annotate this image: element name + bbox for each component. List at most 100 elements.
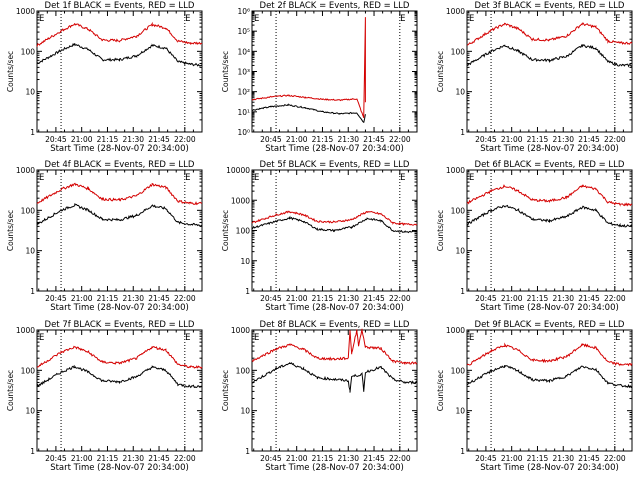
y-tick-label: 1000 — [446, 166, 465, 175]
panel-det-6: Det 6f BLACK = Events, RED = LLD 1 10 100 10… — [436, 160, 633, 313]
y-tick-label: 10 — [25, 88, 35, 97]
panel-title: Det 1f BLACK = Events, RED = LLD — [45, 1, 195, 11]
y-tick-label: 1000 — [16, 166, 35, 175]
x-tick-label: 20:45 — [475, 294, 497, 303]
series-red — [251, 17, 366, 119]
x-tick-label: 21:45 — [363, 135, 385, 144]
e-marker: E — [615, 173, 620, 183]
y-tick-label: 1000 — [231, 326, 250, 335]
plot-frame — [466, 329, 633, 452]
series-red — [251, 328, 418, 365]
x-tick-label: 21:30 — [552, 135, 574, 144]
x-tick-label: 21:30 — [122, 294, 144, 303]
e-marker: E — [254, 14, 259, 24]
y-tick-label: 100 — [451, 366, 466, 375]
e-marker: E — [615, 333, 620, 343]
panel-det-2: Det 2f BLACK = Events, RED = LLD 10⁰ 10¹ 10… — [221, 1, 418, 154]
series-red — [466, 184, 633, 207]
y-axis-label: Counts/sec — [221, 51, 230, 92]
panel-title: Det 9f BLACK = Events, RED = LLD — [475, 320, 625, 330]
y-axis-label: Counts/sec — [436, 370, 445, 411]
e-marker: E — [469, 173, 474, 183]
x-tick-label: 21:30 — [337, 135, 359, 144]
x-tick-label: 21:15 — [97, 135, 119, 144]
x-tick-label: 22:00 — [389, 135, 411, 144]
y-tick-label: 10² — [237, 88, 250, 97]
series-red — [36, 21, 203, 47]
y-tick-label: 100 — [21, 366, 36, 375]
x-tick-label: 21:15 — [312, 294, 334, 303]
x-tick-label: 21:00 — [286, 294, 308, 303]
y-tick-label: 100 — [451, 47, 466, 56]
y-axis-label: Counts/sec — [221, 370, 230, 411]
panel-det-7: Det 7f BLACK = Events, RED = LLD 1 10 100 10… — [6, 320, 203, 473]
y-tick-label: 10 — [455, 88, 465, 97]
e-marker: E — [254, 173, 259, 183]
series-black — [466, 43, 633, 68]
plot-frame — [36, 329, 203, 452]
x-tick-label: 20:45 — [475, 135, 497, 144]
y-tick-label: 10 — [455, 247, 465, 256]
y-axis-label: Counts/sec — [6, 51, 15, 92]
y-tick-label: 1000 — [231, 196, 250, 205]
x-tick-label: 21:15 — [97, 454, 119, 463]
x-axis-label: Start Time (28-Nov-07 20:34:00) — [265, 303, 404, 313]
y-axis-label: Counts/sec — [436, 51, 445, 92]
y-tick-label: 10 — [240, 257, 250, 266]
x-tick-label: 21:15 — [312, 454, 334, 463]
x-tick-label: 20:45 — [45, 294, 67, 303]
series-black — [466, 204, 633, 228]
x-tick-label: 22:00 — [174, 135, 196, 144]
x-axis-label: Start Time (28-Nov-07 20:34:00) — [480, 144, 619, 154]
panel-title: Det 8f BLACK = Events, RED = LLD — [260, 320, 410, 330]
panel-title: Det 6f BLACK = Events, RED = LLD — [475, 160, 625, 170]
panel-det-3: Det 3f BLACK = Events, RED = LLD 1 10 100 10… — [436, 1, 633, 154]
x-tick-label: 20:45 — [475, 454, 497, 463]
x-tick-label: 21:00 — [286, 454, 308, 463]
x-axis-label: Start Time (28-Nov-07 20:34:00) — [480, 303, 619, 313]
x-tick-label: 22:00 — [389, 294, 411, 303]
y-tick-label: 1 — [460, 447, 465, 456]
plot-frame — [466, 169, 633, 292]
x-axis-label: Start Time (28-Nov-07 20:34:00) — [265, 144, 404, 154]
y-axis-label: Counts/sec — [6, 370, 15, 411]
x-tick-label: 21:00 — [71, 135, 93, 144]
series-red — [251, 210, 418, 226]
e-marker: E — [39, 333, 44, 343]
y-tick-label: 1 — [30, 447, 35, 456]
x-tick-label: 21:30 — [552, 454, 574, 463]
x-tick-label: 21:15 — [527, 294, 549, 303]
y-tick-label: 1000 — [446, 7, 465, 16]
x-tick-label: 21:00 — [71, 294, 93, 303]
x-tick-label: 21:00 — [501, 135, 523, 144]
e-marker: E — [39, 14, 44, 24]
y-tick-label: 100 — [236, 366, 251, 375]
series-black — [36, 42, 203, 67]
y-tick-label: 10⁰ — [237, 128, 250, 137]
y-tick-label: 10 — [240, 407, 250, 416]
plot-frame — [466, 10, 633, 133]
x-tick-label: 21:00 — [286, 135, 308, 144]
x-tick-label: 21:45 — [363, 454, 385, 463]
x-tick-label: 21:15 — [312, 135, 334, 144]
x-tick-label: 21:45 — [148, 135, 170, 144]
y-tick-label: 10 — [25, 407, 35, 416]
y-tick-label: 100 — [451, 206, 466, 215]
series-black — [251, 361, 418, 393]
x-tick-label: 20:45 — [45, 454, 67, 463]
y-tick-label: 10 — [25, 247, 35, 256]
panel-det-1: Det 1f BLACK = Events, RED = LLD 1 10 100 10… — [6, 1, 203, 154]
series-black — [36, 364, 203, 389]
x-tick-label: 20:45 — [260, 454, 282, 463]
y-tick-label: 10000 — [226, 166, 250, 175]
x-tick-label: 21:30 — [337, 454, 359, 463]
series-black — [466, 365, 632, 389]
x-tick-label: 21:30 — [552, 294, 574, 303]
x-tick-label: 21:45 — [148, 294, 170, 303]
y-tick-label: 1 — [245, 447, 250, 456]
x-tick-label: 21:30 — [122, 135, 144, 144]
x-tick-label: 22:00 — [604, 454, 626, 463]
series-black — [251, 103, 366, 123]
x-tick-label: 21:00 — [501, 454, 523, 463]
